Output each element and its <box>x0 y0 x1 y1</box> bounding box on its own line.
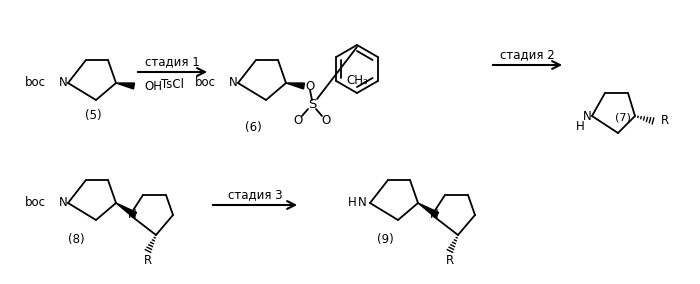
Text: N: N <box>582 110 592 122</box>
Text: OH: OH <box>144 80 162 93</box>
Text: (6): (6) <box>244 122 261 135</box>
Text: стадия 3: стадия 3 <box>228 189 282 202</box>
Text: boc: boc <box>25 197 46 210</box>
Text: N: N <box>59 76 67 89</box>
Text: H: H <box>575 120 584 133</box>
Polygon shape <box>116 203 136 218</box>
Text: O: O <box>293 114 302 126</box>
Text: N: N <box>229 76 237 89</box>
Text: (5): (5) <box>85 110 102 122</box>
Text: стадия 2: стадия 2 <box>500 49 555 62</box>
Text: (7): (7) <box>615 113 631 123</box>
Text: H: H <box>348 195 356 208</box>
Text: boc: boc <box>25 76 46 89</box>
Polygon shape <box>286 83 304 89</box>
Text: S: S <box>308 97 316 110</box>
Text: N: N <box>59 195 67 208</box>
Polygon shape <box>116 83 134 89</box>
Text: CH₃: CH₃ <box>346 74 368 87</box>
Text: R: R <box>661 114 669 128</box>
Text: R: R <box>144 254 152 268</box>
Text: O: O <box>321 114 330 126</box>
Text: TsCl: TsCl <box>161 78 184 91</box>
Text: стадия 1: стадия 1 <box>145 55 200 68</box>
Polygon shape <box>418 203 439 218</box>
Text: (8): (8) <box>68 233 84 247</box>
Text: N: N <box>127 208 136 220</box>
Text: N: N <box>358 195 366 208</box>
Text: boc: boc <box>195 76 216 89</box>
Text: N: N <box>430 208 438 220</box>
Text: R: R <box>446 254 454 268</box>
Text: O: O <box>305 80 314 93</box>
Text: (9): (9) <box>377 233 393 247</box>
